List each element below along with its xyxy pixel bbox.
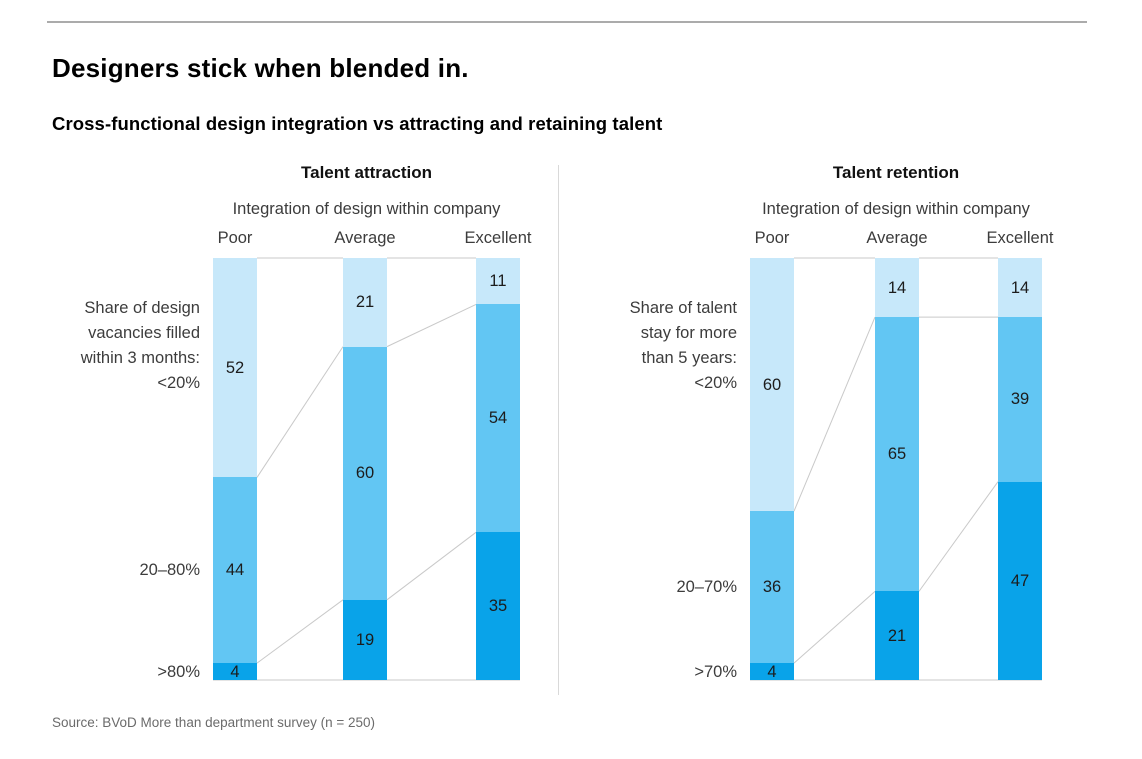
segment-value: 11	[489, 272, 507, 291]
segment-value: 65	[887, 445, 907, 464]
panel-divider	[558, 165, 559, 695]
row-label-series-2: >70%	[694, 662, 737, 681]
row-label-desc-line: vacancies filled	[88, 324, 200, 342]
category-label-poor: Poor	[217, 229, 253, 247]
row-label-block: Share of talent stay for more than 5 years…	[507, 296, 737, 396]
row-label-block: Share of design vacancies filled within 3 …	[0, 296, 200, 396]
segment-value: 4	[767, 662, 777, 681]
bar-segment-excellent-1	[476, 304, 520, 533]
axis-title: Integration of design within company	[232, 200, 501, 218]
segment-value: 44	[225, 561, 245, 580]
segment-value: 21	[887, 626, 907, 645]
bar-segment-poor-2	[750, 663, 794, 680]
row-label-desc-line: within 3 months:	[80, 349, 200, 367]
segment-value: 60	[355, 464, 375, 483]
segment-value: 39	[1010, 390, 1030, 409]
row-label-series-1: 20–70%	[676, 578, 737, 597]
bar-segment-excellent-1	[998, 317, 1042, 482]
page-title: Designers stick when blended in.	[52, 53, 469, 83]
bar-segment-poor-2	[213, 663, 257, 680]
row-label-first-series: <20%	[694, 374, 737, 392]
bar-segment-average-2	[343, 599, 387, 680]
bar-segment-excellent-2	[998, 481, 1042, 680]
segment-value: 54	[488, 409, 508, 428]
axis-title: Integration of design within company	[762, 200, 1030, 218]
category-label-average: Average	[866, 229, 928, 247]
segment-value: 52	[225, 358, 245, 377]
segment-value: 14	[1010, 278, 1030, 297]
bar-segment-average-2	[875, 591, 919, 680]
row-label-series-1: 20–80%	[139, 561, 200, 580]
bar-segment-excellent-0	[998, 258, 1042, 318]
category-label-excellent: Excellent	[464, 229, 532, 247]
bar-segment-average-1	[875, 317, 919, 592]
bar-segment-average-0	[343, 258, 387, 347]
category-label-average: Average	[334, 229, 396, 247]
page-subtitle: Cross-functional design integration vs a…	[52, 113, 663, 134]
segment-value: 4	[230, 662, 240, 681]
row-label-desc-line: stay for more	[640, 324, 737, 342]
row-label-desc-line: Share of design	[84, 299, 200, 317]
category-label-excellent: Excellent	[986, 229, 1054, 247]
row-label-desc-line: than 5 years:	[641, 349, 737, 367]
bar-segment-excellent-2	[476, 532, 520, 680]
bar-segment-average-0	[875, 258, 919, 318]
category-label-poor: Poor	[754, 229, 790, 247]
connector-line	[793, 316, 876, 512]
connector-line	[793, 591, 876, 664]
segment-value: 19	[355, 630, 375, 649]
segment-value: 14	[887, 278, 907, 297]
row-label-desc-line: Share of talent	[629, 299, 737, 317]
bar-segment-poor-1	[750, 511, 794, 664]
top-rule	[47, 21, 1087, 23]
bar-segment-poor-0	[750, 258, 794, 512]
connector-line	[918, 481, 999, 592]
panel-title: Talent attraction	[301, 163, 432, 182]
segment-value: 35	[488, 597, 508, 616]
panel-title: Talent retention	[832, 163, 960, 182]
bar-segment-poor-1	[213, 477, 257, 664]
segment-value: 60	[762, 375, 782, 394]
segment-value: 47	[1010, 571, 1030, 590]
segment-value: 21	[355, 293, 375, 312]
connector-line	[386, 531, 477, 601]
source-note: Source: BVoD More than department survey…	[52, 715, 376, 730]
row-label-series-2: >80%	[157, 662, 200, 681]
connector-line	[386, 303, 477, 348]
row-label-first-series: <20%	[157, 374, 200, 392]
connector-line	[256, 599, 344, 664]
bar-segment-poor-0	[213, 258, 257, 478]
bar-segment-average-1	[343, 346, 387, 600]
bar-segment-excellent-0	[476, 258, 520, 305]
connector-line	[256, 346, 344, 478]
segment-value: 36	[762, 578, 782, 597]
